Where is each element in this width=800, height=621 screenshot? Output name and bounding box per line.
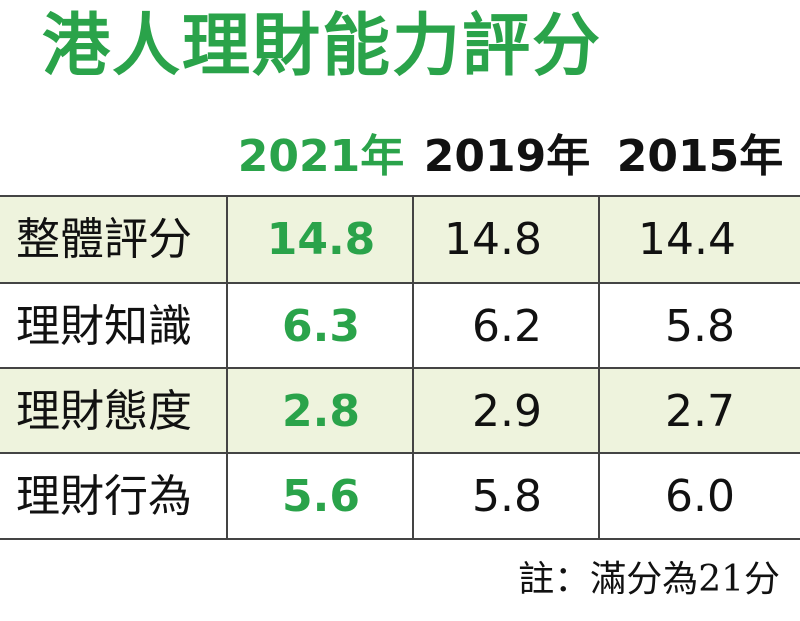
cell-2019: 2.9 [472, 386, 542, 437]
column-header-2015: 2015年 [616, 131, 784, 182]
chart-title: 港人理財能力評分 [42, 7, 603, 86]
row-label: 理財知識 [16, 301, 192, 352]
row-label: 理財行為 [16, 471, 192, 522]
table-row-attitude: 理財態度 2.8 2.9 2.7 [0, 369, 800, 454]
row-divider [0, 282, 800, 284]
cell-2021: 5.6 [282, 471, 360, 522]
cell-2021: 2.8 [282, 386, 360, 437]
footnote: 註：滿分為21分 [518, 559, 780, 600]
score-table: 整體評分 14.8 14.8 14.4 理財知識 6.3 6.2 5.8 理財態… [0, 195, 800, 540]
column-header-2019: 2019年 [423, 131, 591, 182]
row-divider [0, 452, 800, 454]
table-row-behaviour: 理財行為 5.6 5.8 6.0 [0, 454, 800, 539]
column-divider [412, 197, 414, 538]
row-label: 整體評分 [16, 214, 192, 265]
row-divider [0, 367, 800, 369]
cell-2021: 6.3 [282, 301, 360, 352]
cell-2015: 2.7 [665, 386, 735, 437]
cell-2019: 6.2 [472, 301, 542, 352]
cell-2021: 14.8 [266, 214, 376, 265]
cell-2019: 14.8 [444, 214, 542, 265]
cell-2015: 6.0 [665, 471, 735, 522]
column-header-2021: 2021年 [237, 131, 405, 182]
cell-2019: 5.8 [472, 471, 542, 522]
cell-2015: 14.4 [638, 214, 736, 265]
column-divider [226, 197, 228, 538]
table-header: 2021年 2019年 2015年 [0, 122, 800, 192]
table-row-knowledge: 理財知識 6.3 6.2 5.8 [0, 284, 800, 369]
column-divider [598, 197, 600, 538]
table-row-overall: 整體評分 14.8 14.8 14.4 [0, 197, 800, 282]
row-label: 理財態度 [16, 386, 192, 437]
cell-2015: 5.8 [665, 301, 735, 352]
